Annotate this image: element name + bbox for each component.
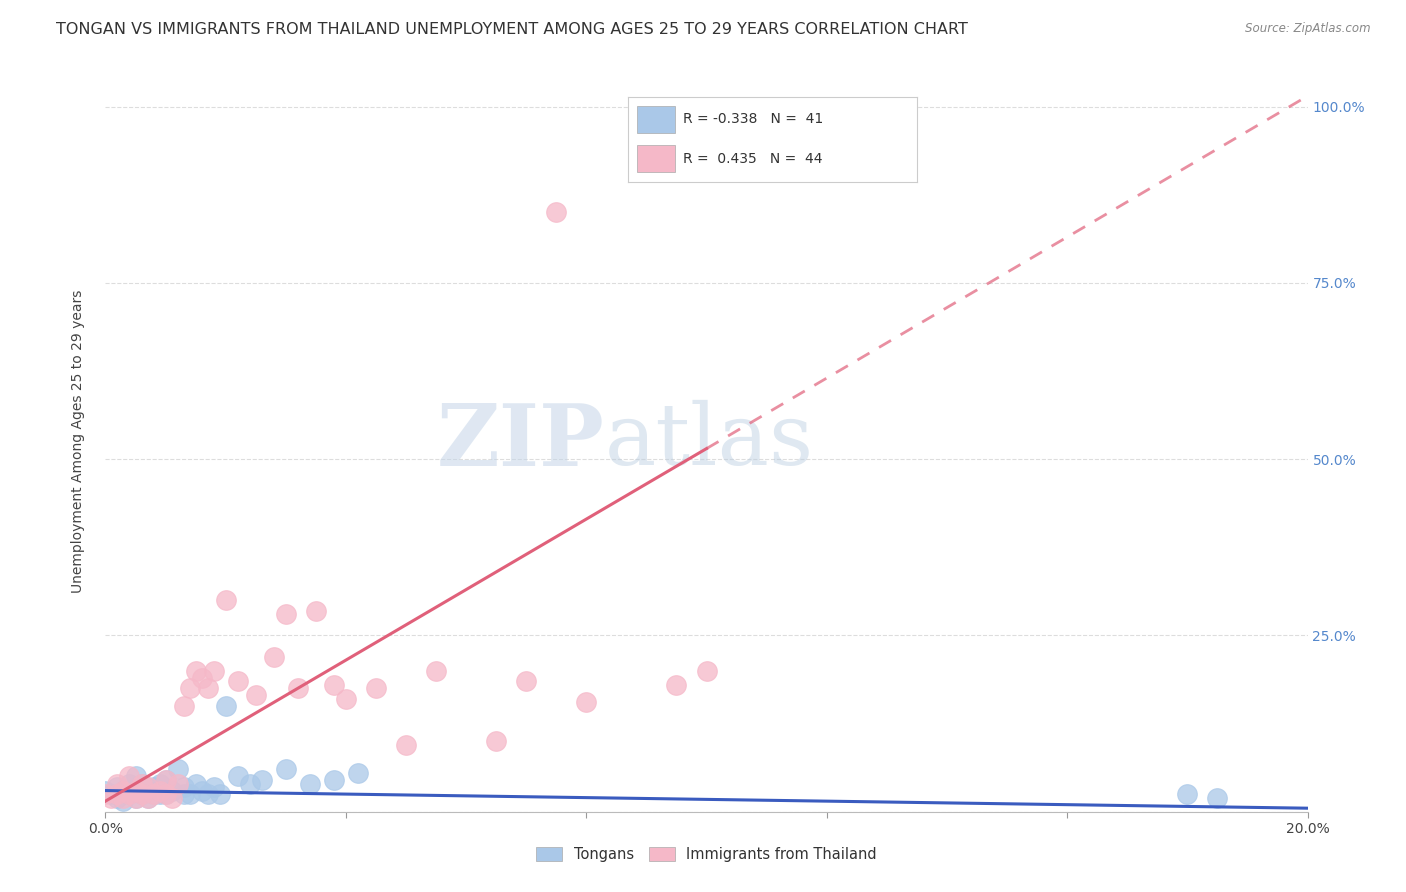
Point	[124, 780, 146, 794]
Point	[107, 780, 129, 794]
Point	[239, 776, 262, 790]
Point	[124, 790, 146, 805]
Point	[546, 205, 568, 219]
Point	[124, 769, 146, 783]
Point	[274, 763, 297, 777]
Point	[100, 787, 122, 801]
Point	[179, 787, 201, 801]
Text: atlas: atlas	[605, 400, 814, 483]
Point	[1175, 787, 1198, 801]
Point	[274, 607, 297, 622]
Point	[148, 787, 170, 801]
Point	[142, 787, 165, 801]
Point	[160, 783, 183, 797]
Point	[263, 649, 285, 664]
Point	[136, 790, 159, 805]
Point	[197, 681, 219, 696]
Point	[485, 734, 508, 748]
Text: ZIP: ZIP	[437, 400, 605, 483]
Point	[155, 772, 177, 787]
Point	[148, 783, 170, 797]
Point	[322, 678, 344, 692]
Point	[155, 787, 177, 801]
Point	[696, 664, 718, 678]
Point	[575, 695, 598, 709]
Point	[131, 776, 153, 790]
Point	[131, 776, 153, 790]
Point	[131, 787, 153, 801]
Point	[179, 681, 201, 696]
Point	[425, 664, 447, 678]
Point	[155, 787, 177, 801]
Point	[287, 681, 309, 696]
Point	[118, 769, 141, 783]
Point	[197, 787, 219, 801]
Point	[364, 681, 387, 696]
Point	[173, 787, 195, 801]
Text: TONGAN VS IMMIGRANTS FROM THAILAND UNEMPLOYMENT AMONG AGES 25 TO 29 YEARS CORREL: TONGAN VS IMMIGRANTS FROM THAILAND UNEMP…	[56, 22, 969, 37]
Point	[173, 780, 195, 794]
Point	[226, 674, 249, 689]
Point	[208, 787, 231, 801]
Point	[184, 776, 207, 790]
Point	[100, 790, 122, 805]
Point	[305, 604, 328, 618]
Point	[136, 790, 159, 805]
Point	[250, 772, 273, 787]
Point	[184, 664, 207, 678]
Point	[166, 776, 188, 790]
Point	[214, 593, 236, 607]
Point	[118, 787, 141, 801]
Point	[322, 772, 344, 787]
Point	[214, 698, 236, 713]
Point	[665, 678, 688, 692]
Point	[94, 783, 117, 797]
Legend: Tongans, Immigrants from Thailand: Tongans, Immigrants from Thailand	[530, 840, 883, 867]
Point	[190, 783, 212, 797]
Point	[190, 671, 212, 685]
Point	[136, 780, 159, 794]
Point	[112, 794, 135, 808]
Point	[118, 787, 141, 801]
Text: Source: ZipAtlas.com: Source: ZipAtlas.com	[1246, 22, 1371, 36]
Point	[107, 790, 129, 805]
Point	[347, 766, 370, 780]
Point	[298, 776, 321, 790]
Y-axis label: Unemployment Among Ages 25 to 29 years: Unemployment Among Ages 25 to 29 years	[70, 290, 84, 593]
Point	[202, 664, 225, 678]
Point	[160, 790, 183, 805]
Point	[142, 780, 165, 794]
Point	[112, 790, 135, 805]
Point	[94, 787, 117, 801]
Point	[118, 776, 141, 790]
Point	[112, 783, 135, 797]
Point	[515, 674, 537, 689]
Point	[107, 776, 129, 790]
Point	[112, 783, 135, 797]
Point	[107, 787, 129, 801]
Point	[155, 772, 177, 787]
Point	[1206, 790, 1229, 805]
Point	[166, 763, 188, 777]
Point	[202, 780, 225, 794]
Point	[226, 769, 249, 783]
Point	[124, 790, 146, 805]
Point	[136, 783, 159, 797]
Point	[335, 692, 357, 706]
Point	[142, 787, 165, 801]
Point	[124, 783, 146, 797]
Point	[131, 787, 153, 801]
Point	[395, 738, 418, 752]
Point	[148, 776, 170, 790]
Point	[173, 698, 195, 713]
Point	[245, 689, 267, 703]
